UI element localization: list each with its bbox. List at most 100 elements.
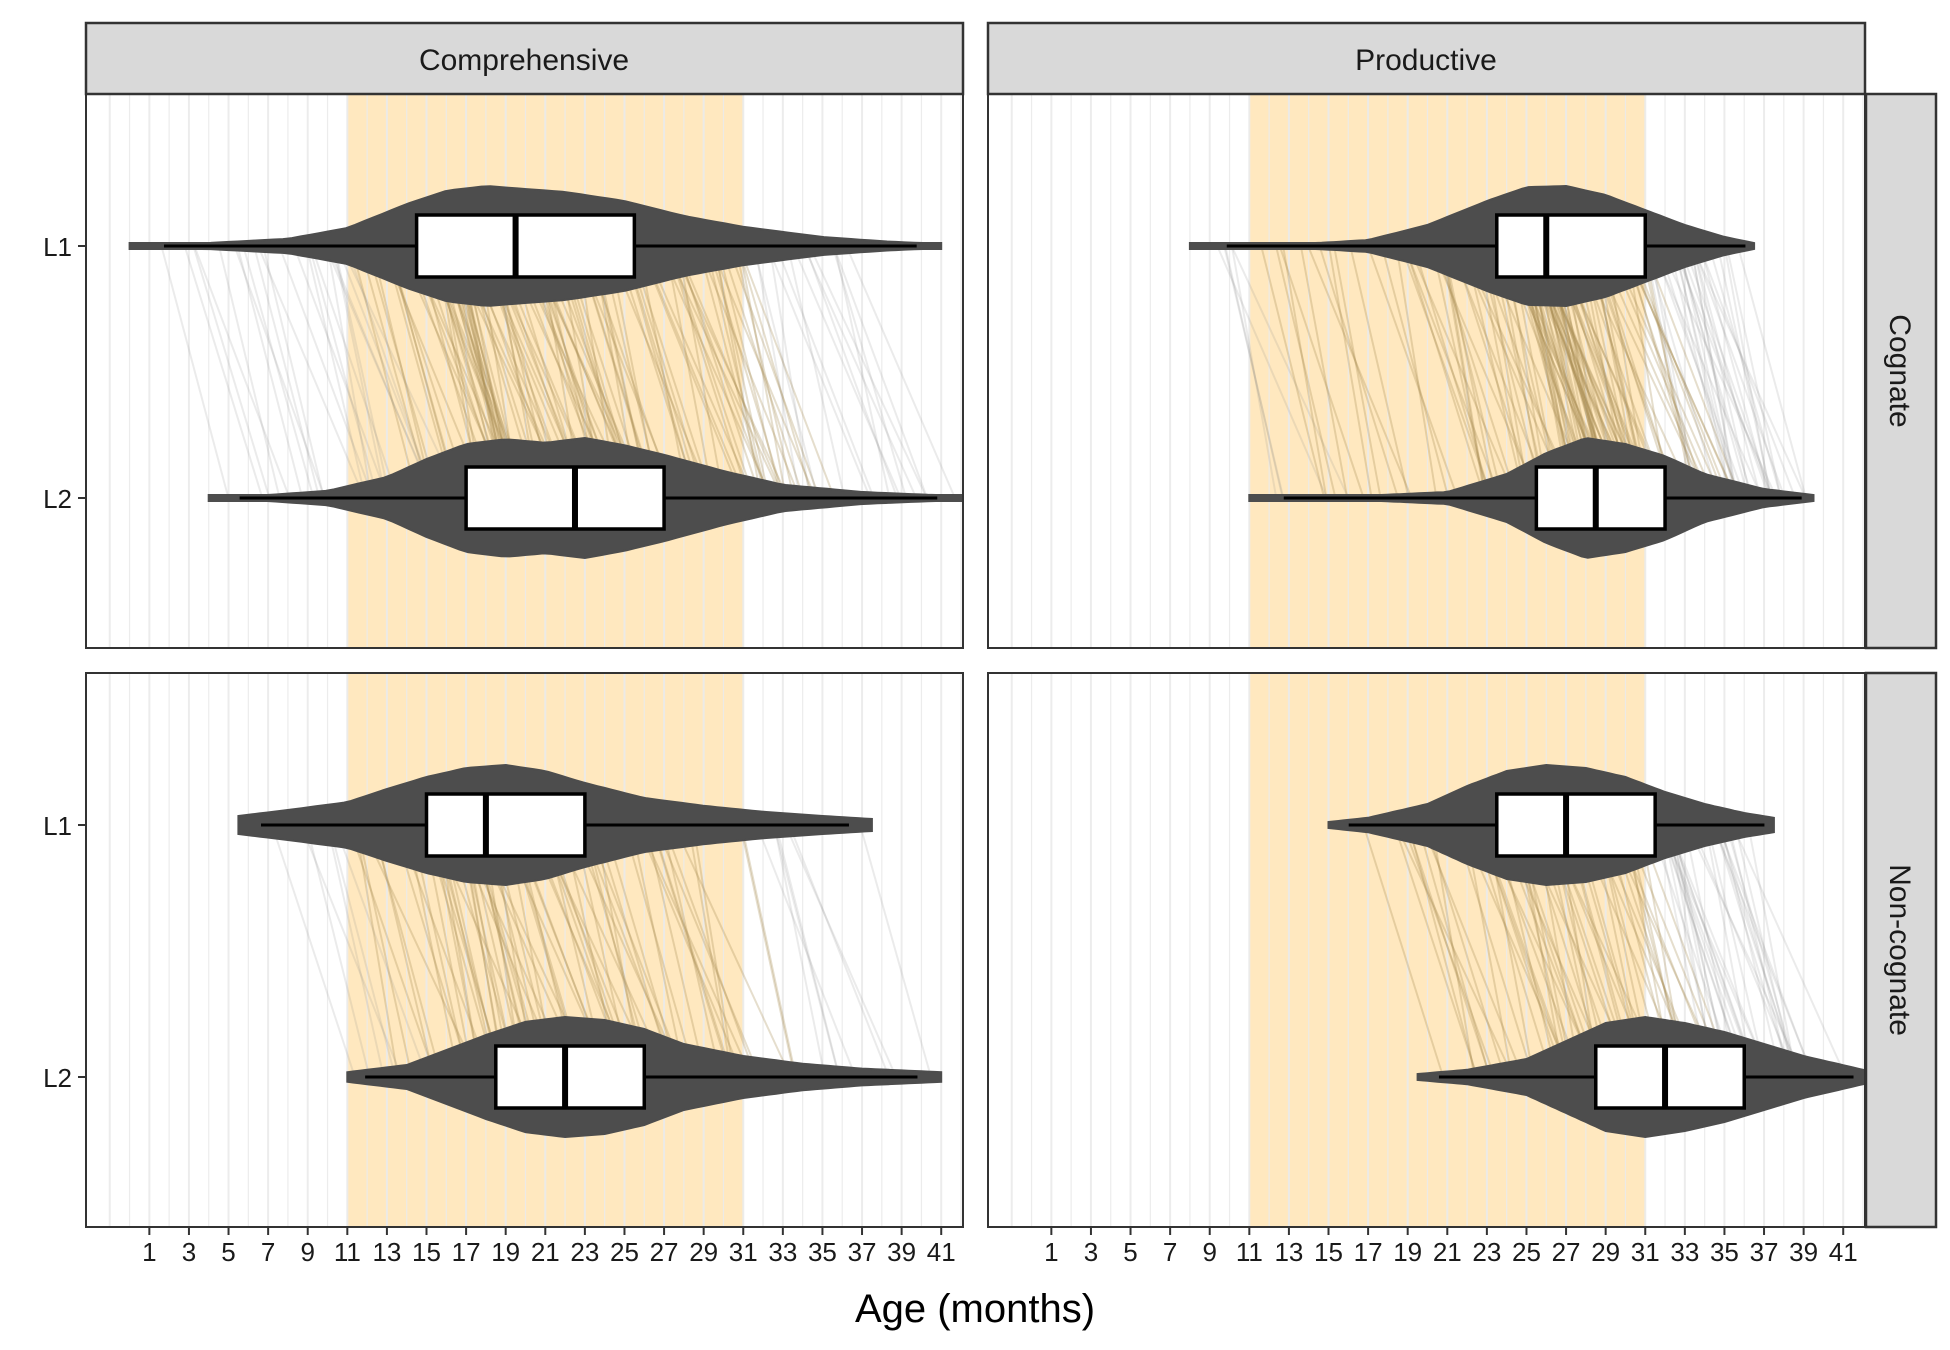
pair-line xyxy=(712,245,770,499)
pair-line xyxy=(1400,245,1493,499)
pair-line xyxy=(354,824,399,1078)
pair-line xyxy=(1216,245,1328,499)
pair-line xyxy=(308,245,379,499)
pair-line xyxy=(359,245,432,499)
pair-line xyxy=(675,245,785,499)
pair-line xyxy=(661,824,722,1078)
x-tick-label: 31 xyxy=(1631,1237,1660,1267)
pair-line xyxy=(336,245,437,499)
pair-line xyxy=(1644,245,1720,499)
x-tick-label: 29 xyxy=(1591,1237,1620,1267)
pair-line xyxy=(366,245,440,499)
panel-productive-cognate xyxy=(987,93,1866,649)
x-tick-label: 35 xyxy=(1710,1237,1739,1267)
pair-line xyxy=(1747,824,1798,1078)
x-tick-label: 33 xyxy=(1670,1237,1699,1267)
pair-line xyxy=(752,245,819,499)
x-tick-label: 13 xyxy=(1274,1237,1303,1267)
box xyxy=(1534,465,1667,531)
pair-line xyxy=(1275,245,1337,499)
pair-line xyxy=(705,245,768,499)
pair-line xyxy=(709,245,817,499)
x-tick-label: 19 xyxy=(1393,1237,1422,1267)
pair-line xyxy=(1628,245,1730,499)
pair-line xyxy=(193,245,291,499)
pair-line xyxy=(673,824,792,1078)
pair-line xyxy=(1673,245,1737,499)
pair-line xyxy=(1678,245,1738,499)
pair-line xyxy=(347,824,437,1078)
pair-line xyxy=(804,245,899,499)
pair-line xyxy=(832,245,929,499)
x-tick-label: 27 xyxy=(1552,1237,1581,1267)
pair-line xyxy=(663,824,757,1078)
x-tick-label: 3 xyxy=(182,1237,196,1267)
pair-line xyxy=(1454,824,1534,1078)
pair-line xyxy=(859,824,932,1078)
pair-line xyxy=(1725,245,1782,499)
pair-line xyxy=(233,245,326,499)
pair-line xyxy=(1731,824,1847,1078)
pair-line xyxy=(664,245,715,499)
strip-label-productive: Productive xyxy=(1355,44,1497,77)
pair-line xyxy=(1672,245,1774,499)
pair-line xyxy=(257,245,366,499)
pair-line xyxy=(1718,824,1797,1078)
pair-line xyxy=(1333,245,1382,499)
pair-line xyxy=(1736,245,1807,499)
pair-line xyxy=(332,245,387,499)
pair-line xyxy=(1282,245,1328,499)
x-tick-label: 33 xyxy=(768,1237,797,1267)
pair-line xyxy=(1407,824,1478,1078)
x-tick-label: 3 xyxy=(1084,1237,1098,1267)
pair-line xyxy=(774,824,841,1078)
x-tick-label: 25 xyxy=(610,1237,639,1267)
pair-line xyxy=(740,824,797,1078)
box xyxy=(1495,792,1657,858)
pair-line xyxy=(1625,245,1700,499)
pair-line xyxy=(242,245,315,499)
pair-line xyxy=(1650,245,1763,499)
pair-line xyxy=(333,824,428,1078)
x-tick-label: 21 xyxy=(1433,1237,1462,1267)
x-tick-label: 15 xyxy=(412,1237,441,1267)
pair-line xyxy=(305,824,371,1078)
pair-line xyxy=(1683,245,1774,499)
x-tick-label: 17 xyxy=(1354,1237,1383,1267)
strip-label-non-cognate: Non-cognate xyxy=(1883,864,1916,1036)
pair-line xyxy=(629,245,714,499)
pair-line xyxy=(738,245,836,499)
pair-line xyxy=(1449,245,1551,499)
pair-line xyxy=(1417,824,1491,1078)
pair-line xyxy=(1690,245,1738,499)
pair-line xyxy=(720,245,805,499)
pair-line xyxy=(1404,245,1486,499)
pair-line xyxy=(1406,824,1492,1078)
pair-line xyxy=(1676,245,1754,499)
pair-line xyxy=(350,245,419,499)
pair-line xyxy=(1402,824,1496,1078)
pair-line xyxy=(697,245,801,499)
x-tick-label: 1 xyxy=(1044,1237,1058,1267)
x-tick-label: 11 xyxy=(1236,1237,1263,1267)
x-tick-label: 37 xyxy=(1750,1237,1779,1267)
box xyxy=(494,1044,647,1110)
pair-line xyxy=(1299,245,1349,499)
pair-line xyxy=(1706,824,1768,1078)
pair-line xyxy=(1431,824,1476,1078)
x-tick-label: 11 xyxy=(334,1237,361,1267)
pair-line xyxy=(1408,245,1516,499)
x-tick-label: 5 xyxy=(221,1237,235,1267)
violin-l1 xyxy=(1188,184,1756,308)
pair-line xyxy=(666,245,750,499)
pair-line xyxy=(160,245,230,499)
violin-l2 xyxy=(207,436,962,560)
pair-line xyxy=(1362,824,1445,1078)
x-tick-label: 23 xyxy=(570,1237,599,1267)
x-tick-label: 35 xyxy=(808,1237,837,1267)
x-axis-title: Age (months) xyxy=(855,1287,1095,1331)
pair-line xyxy=(1723,245,1772,499)
pair-line xyxy=(585,824,687,1078)
pair-line xyxy=(326,245,373,499)
